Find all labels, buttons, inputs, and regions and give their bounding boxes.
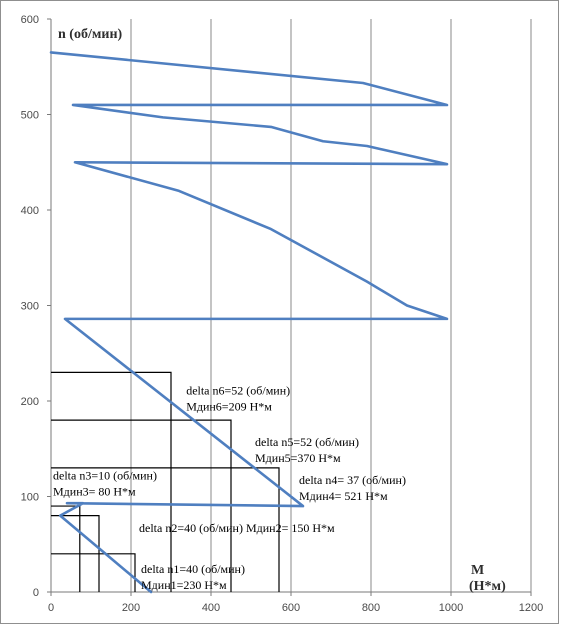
y-tick-label: 500 bbox=[21, 110, 39, 122]
annotation-2-line-1: delta n2=40 (об/мин) Мдин2= 150 Н*м bbox=[139, 521, 335, 535]
y-tick-label: 400 bbox=[21, 205, 39, 217]
x-tick-label: 1200 bbox=[519, 602, 543, 614]
x-tick-label: 800 bbox=[362, 602, 380, 614]
step-line-4 bbox=[51, 467, 280, 592]
x-tick-label: 400 bbox=[202, 602, 220, 614]
x-tick-label: 200 bbox=[122, 602, 140, 614]
x-tick-label: 600 bbox=[282, 602, 300, 614]
annotation-3-line-1: delta n3=10 (об/мин) bbox=[53, 468, 157, 482]
annotation-5-line-2: Мдин5=370 Н*м bbox=[255, 451, 341, 465]
x-axis-title: M bbox=[471, 563, 484, 578]
x-tick-label: 1000 bbox=[439, 602, 463, 614]
y-tick-label: 100 bbox=[21, 492, 39, 504]
step-line-5 bbox=[51, 419, 232, 592]
step-line-1 bbox=[51, 553, 136, 592]
x-axis-unit: (Н*м) bbox=[469, 579, 506, 594]
annotation-6-line-1: delta n6=52 (об/мин) bbox=[186, 383, 290, 397]
step-line-6 bbox=[51, 371, 172, 592]
step-line-2 bbox=[51, 515, 100, 592]
annotation-6-line-2: Мдин6=209 Н*м bbox=[186, 399, 272, 413]
y-tick-label: 600 bbox=[21, 14, 39, 26]
y-tick-label: 0 bbox=[33, 587, 39, 599]
series-line bbox=[49, 51, 449, 594]
annotation-1-line-1: delta n1=40 (об/мин) bbox=[141, 562, 245, 576]
annotation-3-line-2: Мдин3= 80 Н*м bbox=[53, 484, 136, 498]
annotation-4-line-2: Мдин4= 521 Н*м bbox=[299, 489, 388, 503]
annotation-1-line-2: Мдин1=230 Н*м bbox=[141, 578, 227, 592]
annotation-5-line-1: delta n5=52 (об/мин) bbox=[255, 435, 359, 449]
y-axis-title: n (об/мин) bbox=[58, 27, 123, 42]
y-tick-label: 300 bbox=[21, 301, 39, 313]
y-tick-label: 200 bbox=[21, 396, 39, 408]
annotation-4-line-1: delta n4= 37 (об/мин) bbox=[299, 473, 406, 487]
x-tick-label: 0 bbox=[48, 602, 54, 614]
